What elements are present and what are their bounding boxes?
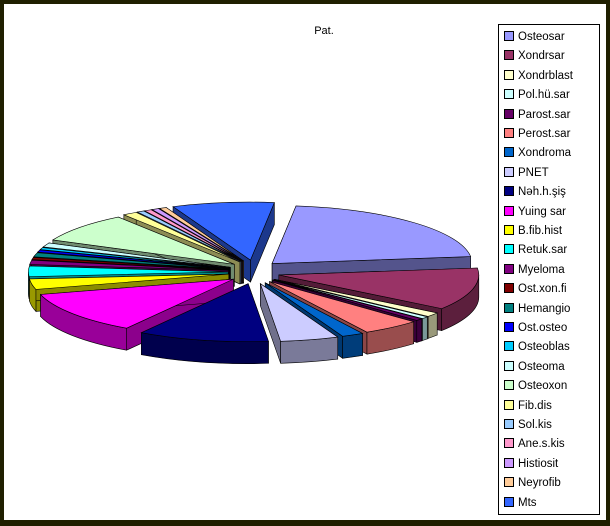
legend-label: Parost.sar bbox=[518, 108, 571, 121]
legend-item-retuk-sar: Retuk.sar bbox=[504, 242, 567, 258]
legend-item-fib-dis: Fib.dis bbox=[504, 398, 552, 414]
legend-swatch bbox=[504, 457, 514, 468]
legend-swatch bbox=[504, 108, 514, 119]
legend-item-xondroma: Xondroma bbox=[504, 145, 571, 161]
legend-item-mts: Mts bbox=[504, 495, 537, 511]
legend-label: Pol.hü.sar bbox=[518, 89, 570, 102]
legend-item-xondrblast: Xondrblast bbox=[504, 68, 573, 84]
legend-swatch bbox=[504, 302, 514, 313]
legend-swatch bbox=[504, 186, 514, 197]
legend-item-parost-sar: Parost.sar bbox=[504, 107, 570, 123]
legend-swatch bbox=[504, 89, 514, 100]
legend-swatch bbox=[504, 496, 514, 507]
legend-swatch bbox=[504, 399, 514, 410]
legend-label: Osteoma bbox=[518, 360, 565, 373]
legend-label: Retuk.sar bbox=[518, 244, 568, 257]
legend-label: Hemangio bbox=[518, 302, 571, 315]
legend-label: Sol.kis bbox=[518, 419, 552, 431]
legend-swatch bbox=[504, 205, 514, 216]
legend-label: Fib.dis bbox=[518, 399, 552, 412]
legend-item-pnet: PNET bbox=[504, 165, 549, 181]
legend-swatch bbox=[504, 321, 514, 332]
legend-swatch bbox=[504, 283, 514, 294]
legend-item-osteoma: Osteoma bbox=[504, 359, 565, 375]
legend-label: Xondroma bbox=[518, 147, 572, 160]
legend-label: Osteoblas bbox=[518, 341, 570, 354]
legend-label: Histiosit bbox=[518, 457, 559, 470]
legend-swatch bbox=[504, 224, 514, 235]
legend-item-ost-xon-fi: Ost.xon.fi bbox=[504, 281, 567, 297]
legend-item-osteoxon: Osteoxon bbox=[504, 378, 567, 394]
legend-label: Mts bbox=[518, 496, 537, 509]
pie-slice-n-h-h-s-is bbox=[140, 283, 269, 364]
legend-swatch bbox=[504, 30, 514, 41]
legend-label: Nəh.h.şiş bbox=[518, 186, 566, 199]
legend-label: Osteosar bbox=[518, 31, 565, 43]
legend-label: Ost.xon.fi bbox=[518, 283, 567, 296]
legend-item-xondrsar: Xondrsar bbox=[504, 48, 565, 64]
legend-swatch bbox=[504, 360, 514, 371]
legend: Osteosar Xondrsar Xondrblast Pol.hü.sar Paro… bbox=[498, 24, 600, 515]
legend-item-myeloma: Myeloma bbox=[504, 262, 565, 278]
pie-slice-pnet bbox=[259, 282, 339, 364]
chart-title: Pat. bbox=[314, 25, 334, 37]
legend-item-sol-kis: Sol.kis bbox=[504, 417, 552, 433]
legend-swatch bbox=[504, 166, 514, 177]
legend-swatch bbox=[504, 147, 514, 158]
legend-label: Ost.osteo bbox=[518, 322, 568, 334]
legend-swatch bbox=[504, 263, 514, 274]
legend-label: Xondrblast bbox=[518, 69, 573, 82]
legend-item-pol-hu-sar: Pol.hü.sar bbox=[504, 87, 570, 103]
legend-item-yuing-sar: Yuing sar bbox=[504, 204, 566, 220]
legend-swatch bbox=[504, 69, 514, 80]
legend-label: B.fib.hist bbox=[518, 225, 563, 237]
legend-swatch bbox=[504, 50, 514, 61]
legend-label: Yuing sar bbox=[518, 205, 566, 218]
pie-chart bbox=[28, 201, 480, 364]
legend-item-ane-s-kis: Ane.s.kis bbox=[504, 436, 565, 452]
legend-label: Ane.s.kis bbox=[518, 438, 565, 451]
legend-item-hemangio: Hemangio bbox=[504, 301, 570, 317]
legend-item-osteosar: Osteosar bbox=[504, 29, 565, 45]
legend-item-b-fib-hist: B.fib.hist bbox=[504, 223, 562, 239]
legend-item-ost-osteo: Ost.osteo bbox=[504, 320, 567, 336]
legend-label: PNET bbox=[518, 166, 549, 179]
legend-swatch bbox=[504, 380, 514, 391]
legend-swatch bbox=[504, 127, 514, 138]
plot-area: Pat. Osteosar Xondrsar Xondrblast Pol.hü.sa… bbox=[4, 4, 606, 520]
legend-item-osteoblas: Osteoblas bbox=[504, 339, 570, 355]
legend-item-histiosit: Histiosit bbox=[504, 456, 558, 472]
legend-swatch bbox=[504, 477, 514, 488]
legend-swatch bbox=[504, 341, 514, 352]
legend-label: Osteoxon bbox=[518, 380, 568, 393]
legend-label: Perost.sar bbox=[518, 128, 571, 140]
legend-swatch bbox=[504, 244, 514, 255]
legend-label: Myeloma bbox=[518, 263, 565, 276]
legend-swatch bbox=[504, 438, 514, 449]
legend-item-perost-sar: Perost.sar bbox=[504, 126, 570, 142]
legend-label: Xondrsar bbox=[518, 50, 565, 63]
legend-item-neyrofib: Neyrofib bbox=[504, 475, 561, 491]
legend-swatch bbox=[504, 418, 514, 429]
legend-item-n-h-h-s-is: Nəh.h.şiş bbox=[504, 184, 566, 200]
legend-label: Neyrofib bbox=[518, 477, 561, 490]
